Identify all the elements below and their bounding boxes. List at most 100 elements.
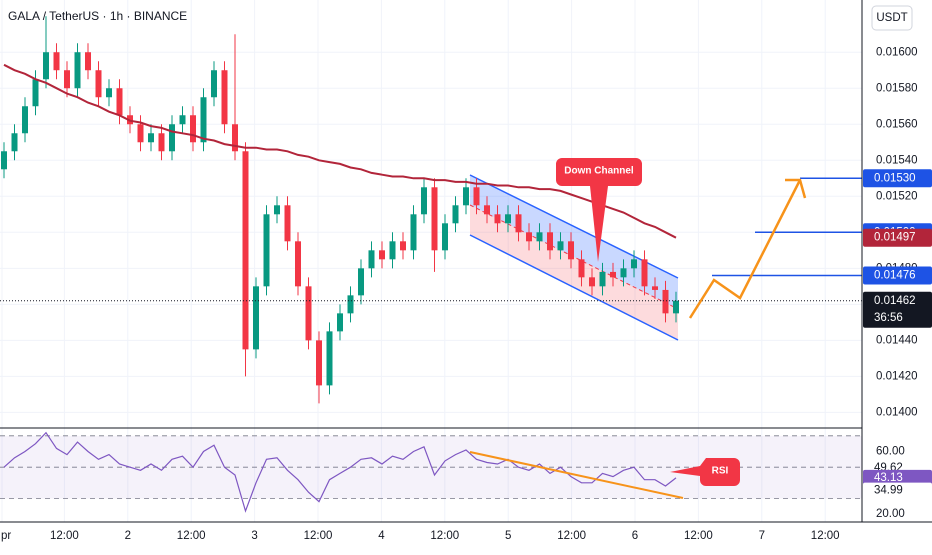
x-tick-label: 7 xyxy=(759,530,765,542)
candle-body xyxy=(137,124,144,143)
projection-path xyxy=(688,179,802,319)
candle-body xyxy=(431,187,438,251)
price-tag xyxy=(863,169,932,188)
candle-body xyxy=(242,151,249,350)
y-tick-label: 0.01420 xyxy=(876,370,918,382)
moving-average xyxy=(3,63,677,239)
y-tick-label: 0.01400 xyxy=(876,406,918,418)
candle-body xyxy=(169,124,175,152)
rsi-tag xyxy=(863,482,932,499)
candle-body xyxy=(536,232,543,242)
candle-body xyxy=(389,241,396,260)
candle-body xyxy=(253,286,259,350)
x-tick-label: 5 xyxy=(505,530,511,542)
candle-body xyxy=(43,52,49,80)
candle-body xyxy=(662,289,669,314)
x-tick-label: pr xyxy=(1,530,11,542)
x-tick-label: 12:00 xyxy=(430,530,459,542)
price-tag-label: 0.01462 xyxy=(874,295,916,307)
candle-body xyxy=(620,268,627,278)
x-tick-label: 12:00 xyxy=(811,530,840,542)
candle-body xyxy=(673,300,679,314)
candle-body xyxy=(452,205,459,224)
candle-body xyxy=(22,106,28,134)
candle-body xyxy=(200,97,207,143)
candle-body xyxy=(263,214,270,287)
rsi-line xyxy=(3,431,677,513)
x-tick-label: 3 xyxy=(251,530,257,542)
price-tag-label: 0.01530 xyxy=(874,172,916,184)
candle-body xyxy=(190,115,196,143)
candle-body xyxy=(337,313,343,332)
price-tag xyxy=(863,266,932,285)
x-tick-label: 6 xyxy=(632,530,638,542)
candle-body xyxy=(484,205,490,215)
y-tick-label: 0.01520 xyxy=(876,190,918,202)
candle-body xyxy=(368,250,375,269)
candle-body xyxy=(316,340,322,386)
y-tick-label: 0.01560 xyxy=(876,118,918,130)
candle-body xyxy=(64,70,70,89)
x-tick-label: 4 xyxy=(378,530,385,542)
projection-arrowhead xyxy=(785,178,807,199)
candle-body xyxy=(547,232,553,251)
rsi-trendline xyxy=(469,451,684,499)
candle-body xyxy=(358,268,364,296)
annotation-text: Down Channel xyxy=(564,166,634,177)
price-tag-label: 0.01476 xyxy=(874,270,916,282)
candle-body xyxy=(557,241,564,251)
candle-body xyxy=(631,259,637,269)
y-tick-label: 0.01540 xyxy=(876,154,918,166)
candle-body xyxy=(32,79,39,107)
candle-body xyxy=(106,88,112,98)
y-tick-label: 0.01600 xyxy=(876,46,918,58)
channel-bottom xyxy=(469,234,679,341)
candle-body xyxy=(148,133,154,143)
y-tick-label: 0.01440 xyxy=(876,334,918,346)
x-tick-label: 12:00 xyxy=(50,530,79,542)
candle-body xyxy=(305,286,312,341)
candle-body xyxy=(641,259,648,287)
candle-body xyxy=(53,52,60,71)
candle-body xyxy=(221,70,228,125)
candle-body xyxy=(400,241,406,251)
channel-mid xyxy=(469,204,679,310)
candle-body xyxy=(1,151,7,170)
annotation-text: RSI xyxy=(712,466,729,477)
candle-body xyxy=(379,250,385,260)
price-tag xyxy=(863,228,932,247)
candle-body xyxy=(232,124,238,152)
candle-body xyxy=(179,115,186,125)
candle-body xyxy=(295,241,301,287)
candle-body xyxy=(515,214,522,233)
x-tick-label: 12:00 xyxy=(684,530,713,542)
channel-lower-fill xyxy=(470,205,678,340)
currency-label[interactable]: USDT xyxy=(876,12,907,24)
x-tick-label: 12:00 xyxy=(557,530,586,542)
rsi-tick-label: 60.00 xyxy=(876,446,905,458)
candle-body xyxy=(463,187,469,206)
axis-labels: 0.014000.014200.014400.014600.014800.015… xyxy=(1,46,932,542)
countdown: 36:56 xyxy=(874,312,903,324)
candle-body xyxy=(326,331,333,386)
candle-body xyxy=(347,295,354,314)
x-tick-label: 12:00 xyxy=(304,530,333,542)
price-tag-label: 0.01497 xyxy=(874,232,916,244)
y-tick-label: 0.01580 xyxy=(876,82,918,94)
candle-body xyxy=(410,214,417,251)
chart-title: GALA / TetherUS · 1h · BINANCE xyxy=(8,9,187,23)
candle-body xyxy=(11,133,18,152)
candle-body xyxy=(599,271,606,287)
candle-body xyxy=(158,133,165,152)
candle-body xyxy=(578,259,585,278)
candle-body xyxy=(589,277,595,287)
currency-button[interactable] xyxy=(871,5,913,31)
callout-down-channel xyxy=(556,158,642,262)
candle-body xyxy=(85,52,91,71)
rsi-tick-label: 20.00 xyxy=(876,508,905,520)
candle-body xyxy=(211,70,217,98)
rsi-tag-label: 43.13 xyxy=(874,472,903,484)
candle-body xyxy=(284,205,291,242)
candle-body xyxy=(526,232,532,242)
